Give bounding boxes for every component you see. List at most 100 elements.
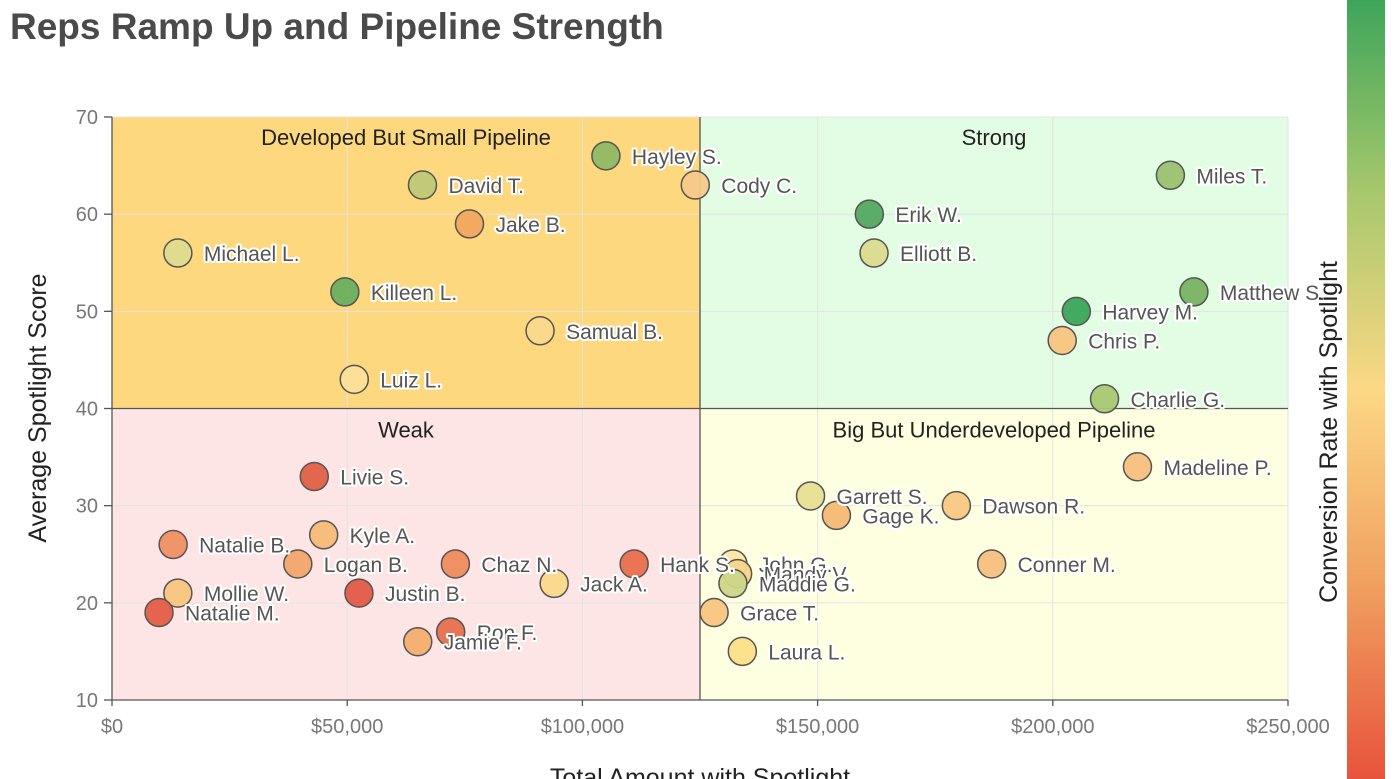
data-point	[163, 578, 193, 608]
data-point	[435, 617, 466, 647]
y-axis-title: Average Spotlight Score	[24, 273, 52, 542]
data-point	[403, 626, 433, 657]
point-label: Hayley S.	[632, 146, 722, 169]
data-point	[539, 568, 569, 599]
quadrant-label: Weak	[378, 418, 435, 443]
point-label: Conner M.	[1018, 554, 1116, 577]
data-point	[1047, 325, 1077, 356]
data-point	[727, 636, 758, 667]
point-label: John G.	[759, 554, 833, 577]
data-point	[941, 490, 972, 521]
data-point	[163, 238, 193, 268]
point-label: Kyle A.	[350, 525, 415, 548]
point-labels: Hayley S. David T. Cody C. Jake B. Michael L…	[183, 144, 1327, 667]
data-point	[440, 549, 471, 579]
x-tick-label: $100,000	[541, 716, 624, 738]
quadrant-label: Strong	[962, 125, 1027, 150]
point-label: Hank S.	[660, 554, 735, 577]
quadrant-background	[112, 408, 700, 700]
point-label: Maddie G.	[759, 573, 856, 596]
data-point	[308, 520, 339, 550]
point-label: Cody C.	[721, 175, 797, 198]
data-point	[1089, 384, 1120, 414]
y-tick-label: 10	[76, 690, 98, 712]
point-label: Natalie M.	[185, 603, 280, 626]
data-point	[283, 549, 313, 579]
data-point	[591, 141, 621, 171]
point-label: Gage K.	[862, 505, 939, 528]
data-point	[619, 549, 649, 579]
y-tick-label: 60	[76, 204, 98, 226]
data-point	[330, 277, 360, 307]
x-tick-label: $50,000	[311, 716, 383, 738]
x-tick-label: $150,000	[776, 716, 859, 738]
axes	[104, 116, 1289, 706]
data-point	[680, 170, 711, 200]
point-label: Killeen L.	[371, 282, 457, 305]
data-point	[344, 578, 374, 608]
data-point	[699, 597, 729, 628]
data-point	[158, 529, 188, 560]
data-point	[854, 199, 885, 229]
point-label: Garrett S.	[837, 486, 928, 509]
data-point	[1122, 452, 1153, 482]
point-label: Harvey M.	[1102, 301, 1198, 324]
data-point	[718, 568, 748, 599]
y-tick-label: 20	[76, 593, 98, 615]
point-label: Samual B.	[566, 321, 663, 344]
colorbar	[1347, 0, 1385, 779]
data-point	[407, 170, 438, 200]
point-label: Logan B.	[324, 554, 408, 577]
point-label: Michael L.	[204, 243, 300, 266]
data-point	[976, 549, 1007, 579]
point-label: Luiz L.	[380, 369, 442, 392]
data-point	[299, 461, 330, 492]
data-point	[525, 316, 555, 346]
y-tick-label: 70	[76, 107, 98, 129]
point-label: Ron F.	[477, 622, 538, 645]
chart-title: Reps Ramp Up and Pipeline Strength	[10, 6, 664, 47]
point-label: Madeline P.	[1163, 457, 1271, 480]
data-point	[859, 238, 889, 268]
data-point	[1061, 296, 1092, 327]
x-tick-label: $200,000	[1011, 716, 1094, 738]
data-point	[821, 500, 852, 531]
x-axis-title: Total Amount with Spotlight	[550, 764, 850, 779]
data-point	[454, 209, 485, 239]
data-point	[795, 481, 826, 511]
point-label: Elliott B.	[900, 243, 977, 266]
point-label: Mandy V.	[764, 564, 851, 587]
point-label: Natalie B.	[199, 535, 290, 558]
point-label: Jake B.	[496, 214, 566, 237]
point-label: Mollie W.	[204, 583, 289, 606]
point-label: Dawson R.	[982, 496, 1085, 519]
x-tick-label: $250,000	[1246, 716, 1329, 738]
point-label: David T.	[448, 175, 523, 198]
point-label: Chaz N.	[481, 554, 557, 577]
point-label: Matthew S.	[1220, 282, 1325, 305]
y-tick-label: 40	[76, 399, 98, 421]
y-tick-label: 30	[76, 496, 98, 518]
point-label: Jamie F.	[444, 632, 522, 655]
point-label: Chris P.	[1088, 330, 1160, 353]
data-point	[339, 364, 370, 395]
quadrant-labels: Developed But Small Pipeline Strong Weak Bi…	[261, 125, 1155, 443]
point-label: Livie S.	[340, 467, 409, 490]
quadrant-label: Big But Underdeveloped Pipeline	[833, 418, 1156, 443]
point-label: Charlie G.	[1131, 389, 1226, 412]
tick-labels: 10 20 30 40 50 60 70 $0 $50,000 $100,000 $150,000 $…	[76, 107, 1330, 738]
y-tick-label: 50	[76, 301, 98, 323]
colorbar-title: Conversion Rate with Spotlight	[1315, 261, 1343, 603]
point-label: Erik W.	[895, 204, 962, 227]
data-point	[1179, 277, 1209, 307]
data-point	[1155, 160, 1186, 191]
point-label: Justin B.	[385, 583, 466, 606]
x-tick-label: $0	[101, 716, 123, 738]
point-label: Laura L.	[768, 641, 845, 664]
quadrant-background	[700, 117, 1288, 409]
point-label: Jack A.	[580, 573, 648, 596]
point-label: Grace T.	[740, 603, 819, 626]
data-point	[144, 597, 174, 628]
quadrant-label: Developed But Small Pipeline	[261, 125, 551, 150]
